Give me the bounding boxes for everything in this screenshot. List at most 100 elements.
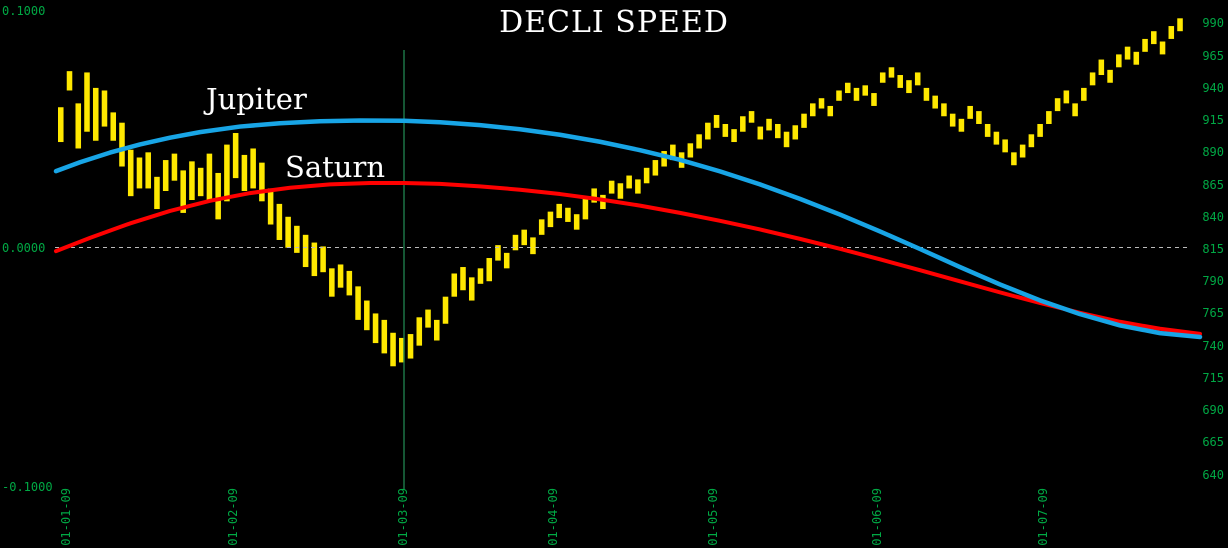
price-bar	[1089, 72, 1096, 86]
price-bar	[337, 264, 344, 288]
price-bar	[643, 167, 650, 184]
right-axis-tick: 790	[1202, 274, 1224, 289]
price-bar	[1072, 103, 1078, 117]
price-bar	[503, 252, 510, 269]
price-bar	[748, 111, 755, 123]
price-bar	[189, 161, 195, 201]
price-bar	[224, 144, 230, 202]
price-bar	[705, 122, 711, 140]
price-bar	[984, 123, 991, 137]
price-bar	[731, 129, 737, 143]
price-bar	[591, 188, 597, 203]
price-bar	[259, 162, 265, 202]
price-bar	[407, 334, 414, 359]
right-axis-tick: 965	[1202, 48, 1224, 63]
right-axis-tick: 915	[1202, 113, 1224, 128]
price-bar	[1011, 152, 1017, 166]
price-bar	[1124, 46, 1131, 60]
price-bar	[390, 332, 396, 367]
price-bar	[311, 242, 318, 277]
price-bar	[757, 126, 764, 140]
price-bar	[381, 319, 388, 354]
price-bar	[267, 188, 274, 225]
price-bar	[346, 270, 353, 296]
price-bar	[941, 103, 947, 117]
price-bar	[154, 176, 160, 210]
price-bar	[477, 268, 484, 284]
price-bar	[521, 229, 527, 246]
price-bar	[801, 113, 807, 128]
price-bar	[775, 123, 781, 139]
price-bar	[1168, 26, 1175, 39]
price-bar	[442, 296, 449, 324]
price-bar	[136, 157, 143, 189]
price-bar	[932, 95, 938, 109]
price-bar	[687, 143, 694, 158]
x-axis-tick: 01-01-09	[59, 488, 73, 546]
price-bar	[538, 219, 545, 235]
price-bar	[486, 258, 493, 282]
price-bar	[844, 82, 851, 94]
price-bar	[836, 90, 842, 101]
price-bar	[162, 160, 169, 191]
price-bar	[1046, 111, 1052, 124]
price-bar	[416, 317, 423, 346]
page-title: DECLI SPEED	[499, 5, 729, 40]
price-bar	[923, 87, 930, 101]
left-axis-tick-top: 0.1000	[2, 4, 46, 18]
price-bar	[434, 319, 440, 341]
price-bar	[1098, 59, 1105, 76]
price-bar	[1081, 87, 1087, 101]
jupiter-series-label: Jupiter	[206, 82, 307, 116]
right-axis-tick: 690	[1202, 403, 1224, 418]
price-bar	[75, 103, 82, 149]
price-bar	[976, 111, 982, 124]
price-bar	[967, 105, 973, 119]
x-axis-tick: 01-02-09	[226, 488, 240, 546]
price-bar	[171, 153, 178, 181]
left-axis-tick-bottom: -0.1000	[2, 480, 53, 494]
price-bar	[294, 225, 300, 253]
left-axis-tick-mid: 0.0000	[2, 241, 46, 255]
x-axis-tick: 01-05-09	[706, 488, 720, 546]
right-axis-tick: 665	[1202, 435, 1224, 450]
price-bar	[722, 123, 729, 137]
price-bar	[66, 71, 73, 91]
price-bar	[1054, 98, 1061, 112]
price-bar	[766, 118, 772, 131]
price-bar	[1019, 144, 1026, 158]
price-bar	[608, 180, 615, 194]
right-axis-tick: 765	[1202, 306, 1224, 321]
x-axis-tick: 01-06-09	[870, 488, 884, 546]
price-bar	[862, 85, 869, 96]
price-bar	[197, 167, 204, 197]
price-bar	[1002, 139, 1008, 153]
price-bar	[1133, 51, 1140, 65]
right-axis-tick: 815	[1202, 242, 1224, 256]
price-bar	[1037, 123, 1043, 137]
price-bar	[1151, 31, 1157, 45]
price-bar	[810, 103, 816, 117]
price-bar	[302, 234, 309, 268]
price-bar	[119, 122, 125, 167]
price-bar	[906, 80, 912, 94]
price-bar	[565, 207, 571, 222]
price-bar	[879, 72, 886, 83]
price-bar	[285, 216, 291, 248]
price-bar	[740, 116, 746, 132]
saturn-series-line	[54, 180, 1202, 336]
price-bar	[897, 75, 903, 88]
price-bar	[792, 125, 799, 140]
right-axis-tick: 940	[1202, 80, 1224, 95]
price-bar	[355, 286, 361, 320]
price-bar	[600, 194, 606, 210]
right-axis-tick: 740	[1202, 338, 1224, 353]
right-axis-tick: 640	[1202, 467, 1224, 482]
price-bar	[949, 113, 956, 127]
price-bar	[1116, 54, 1122, 68]
price-bar	[530, 237, 536, 255]
price-bar	[713, 114, 720, 128]
price-bar	[853, 87, 860, 101]
price-bar	[661, 151, 667, 167]
